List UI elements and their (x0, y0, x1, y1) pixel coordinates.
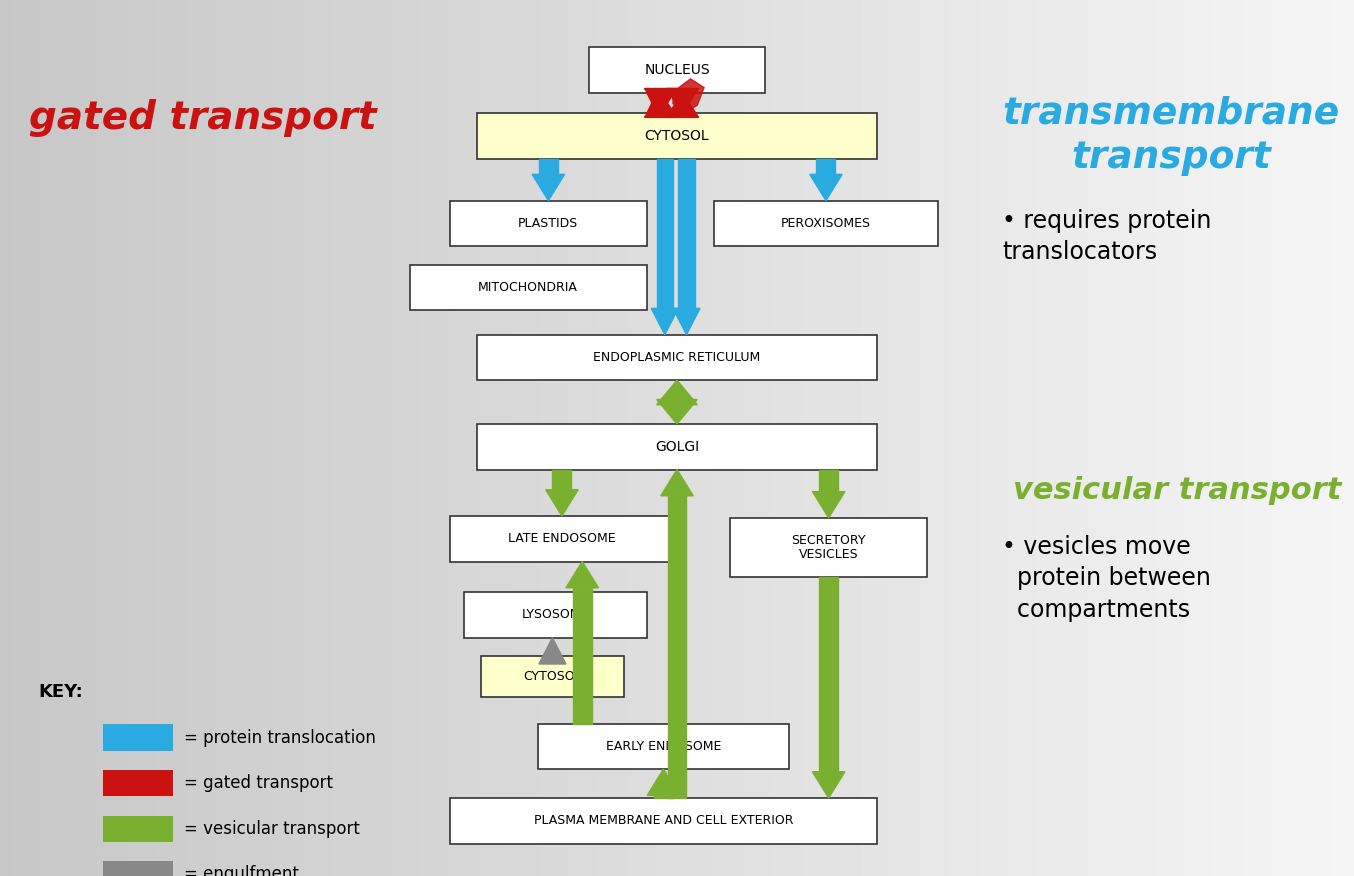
Text: CYTOSOL: CYTOSOL (645, 129, 709, 143)
Text: vesicular transport: vesicular transport (1013, 476, 1342, 505)
Polygon shape (532, 174, 565, 201)
Text: ENDOPLASMIC RETICULUM: ENDOPLASMIC RETICULUM (593, 351, 761, 364)
FancyBboxPatch shape (103, 724, 173, 751)
Bar (816, 159, 835, 174)
FancyBboxPatch shape (478, 113, 877, 159)
Text: EARLY ENDOSOME: EARLY ENDOSOME (605, 740, 722, 752)
Polygon shape (647, 769, 680, 795)
FancyBboxPatch shape (715, 201, 937, 246)
Polygon shape (657, 380, 697, 405)
Text: LYSOSOME: LYSOSOME (521, 609, 589, 621)
Bar (668, 496, 686, 798)
FancyBboxPatch shape (589, 47, 765, 93)
FancyBboxPatch shape (482, 656, 623, 696)
Text: PEROXISOMES: PEROXISOMES (781, 217, 871, 230)
FancyBboxPatch shape (451, 798, 877, 844)
Text: = gated transport: = gated transport (184, 774, 333, 792)
Text: gated transport: gated transport (30, 99, 376, 138)
Text: PLASMA MEMBRANE AND CELL EXTERIOR: PLASMA MEMBRANE AND CELL EXTERIOR (533, 815, 793, 827)
Polygon shape (645, 88, 677, 113)
Bar (678, 159, 695, 308)
Text: PLASTIDS: PLASTIDS (519, 217, 578, 230)
Bar (539, 159, 558, 174)
Polygon shape (651, 308, 678, 335)
Text: • requires protein
translocators: • requires protein translocators (1002, 208, 1212, 265)
Polygon shape (645, 93, 677, 117)
Text: CYTOSOL: CYTOSOL (523, 670, 582, 682)
Text: transport: transport (1071, 139, 1271, 176)
Text: = protein translocation: = protein translocation (184, 729, 376, 746)
Text: • vesicles move
  protein between
  compartments: • vesicles move protein between compartm… (1002, 534, 1210, 622)
Bar (552, 470, 571, 490)
FancyBboxPatch shape (478, 335, 877, 380)
Text: LATE ENDOSOME: LATE ENDOSOME (508, 533, 616, 545)
Text: MITOCHONDRIA: MITOCHONDRIA (478, 281, 578, 293)
FancyBboxPatch shape (451, 201, 647, 246)
Text: GOLGI: GOLGI (655, 440, 699, 454)
Bar (654, 795, 673, 798)
Polygon shape (812, 772, 845, 798)
Text: KEY:: KEY: (38, 683, 83, 701)
Polygon shape (566, 562, 598, 588)
Text: = vesicular transport: = vesicular transport (184, 820, 360, 837)
Polygon shape (661, 470, 693, 496)
Bar (657, 159, 673, 308)
Polygon shape (673, 308, 700, 335)
Bar (573, 588, 592, 724)
FancyBboxPatch shape (731, 518, 926, 577)
Polygon shape (673, 79, 704, 114)
Polygon shape (666, 93, 699, 117)
FancyBboxPatch shape (103, 816, 173, 842)
FancyBboxPatch shape (103, 861, 173, 876)
Text: NUCLEUS: NUCLEUS (645, 63, 709, 77)
FancyBboxPatch shape (409, 265, 647, 310)
Text: SECRETORY
VESICLES: SECRETORY VESICLES (791, 533, 867, 562)
Polygon shape (810, 174, 842, 201)
Text: transmembrane: transmembrane (1003, 95, 1339, 132)
Polygon shape (657, 399, 697, 424)
FancyBboxPatch shape (103, 770, 173, 796)
FancyBboxPatch shape (463, 592, 647, 638)
FancyBboxPatch shape (450, 516, 673, 562)
Polygon shape (546, 490, 578, 516)
FancyBboxPatch shape (538, 724, 788, 769)
Polygon shape (666, 88, 699, 113)
Text: = engulfment: = engulfment (184, 865, 299, 876)
Bar (819, 470, 838, 491)
Polygon shape (812, 491, 845, 518)
FancyBboxPatch shape (478, 424, 877, 470)
Bar (819, 577, 838, 772)
Polygon shape (539, 638, 566, 664)
